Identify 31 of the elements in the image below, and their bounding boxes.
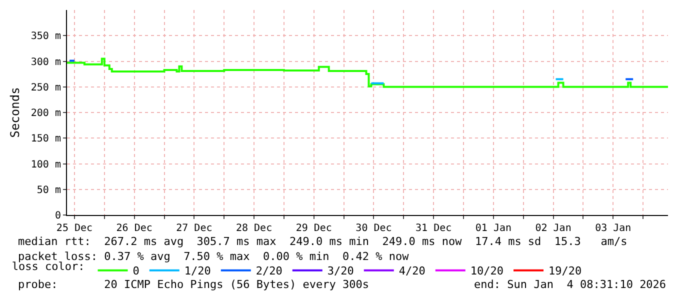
y-tick-label: 150 m xyxy=(30,134,61,145)
y-tick-label: 50 m xyxy=(36,184,61,196)
y-tick-label: 350 m xyxy=(30,31,61,42)
legend-title: loss color: xyxy=(12,260,85,274)
y-axis-title: Seconds xyxy=(8,87,22,138)
x-tick-label: 29 Dec xyxy=(296,223,332,234)
x-tick-label: 01 Jan xyxy=(475,223,512,234)
y-tick-label: 250 m xyxy=(30,82,61,94)
text: end: Sun Jan 4 08:31:10 2026 xyxy=(474,278,666,291)
x-tick-label: 03 Jan xyxy=(595,223,632,234)
x-tick-label: 27 Dec xyxy=(176,223,212,234)
y-tick-label: 200 m xyxy=(30,108,61,119)
legend-label: 1/20 xyxy=(184,264,211,278)
y-tick-label: 300 m xyxy=(30,56,61,68)
x-tick-label: 31 Dec xyxy=(416,223,452,234)
x-tick-label: 30 Dec xyxy=(356,223,392,234)
legend-label: 19/20 xyxy=(548,264,582,278)
text: probe: 20 ICMP Echo Pings (56 Bytes) every 300s xyxy=(18,278,369,291)
x-tick-label: 02 Jan xyxy=(535,223,572,234)
y-tick-label: 100 m xyxy=(30,159,61,170)
x-tick-label: 25 Dec xyxy=(56,223,93,234)
legend-label: 4/20 xyxy=(398,264,426,278)
legend-label: 3/20 xyxy=(327,264,354,278)
legend-label: 2/20 xyxy=(256,264,282,278)
x-tick-label: 26 Dec xyxy=(116,223,152,234)
text: packet loss: 0.37 % avg 7.50 % max 0.00 % min 0.42 % now xyxy=(18,250,410,263)
text: median rtt: 267.2 ms avg 305.7 ms max 249.0 ms min 249.0 ms now 17.4 ms sd 15.3 am/s xyxy=(18,235,628,248)
x-tick-label: 28 Dec xyxy=(236,223,272,234)
legend-label: 0 xyxy=(132,264,140,278)
y-tick-label: 0 xyxy=(54,210,61,222)
legend-label: 10/20 xyxy=(470,264,504,278)
